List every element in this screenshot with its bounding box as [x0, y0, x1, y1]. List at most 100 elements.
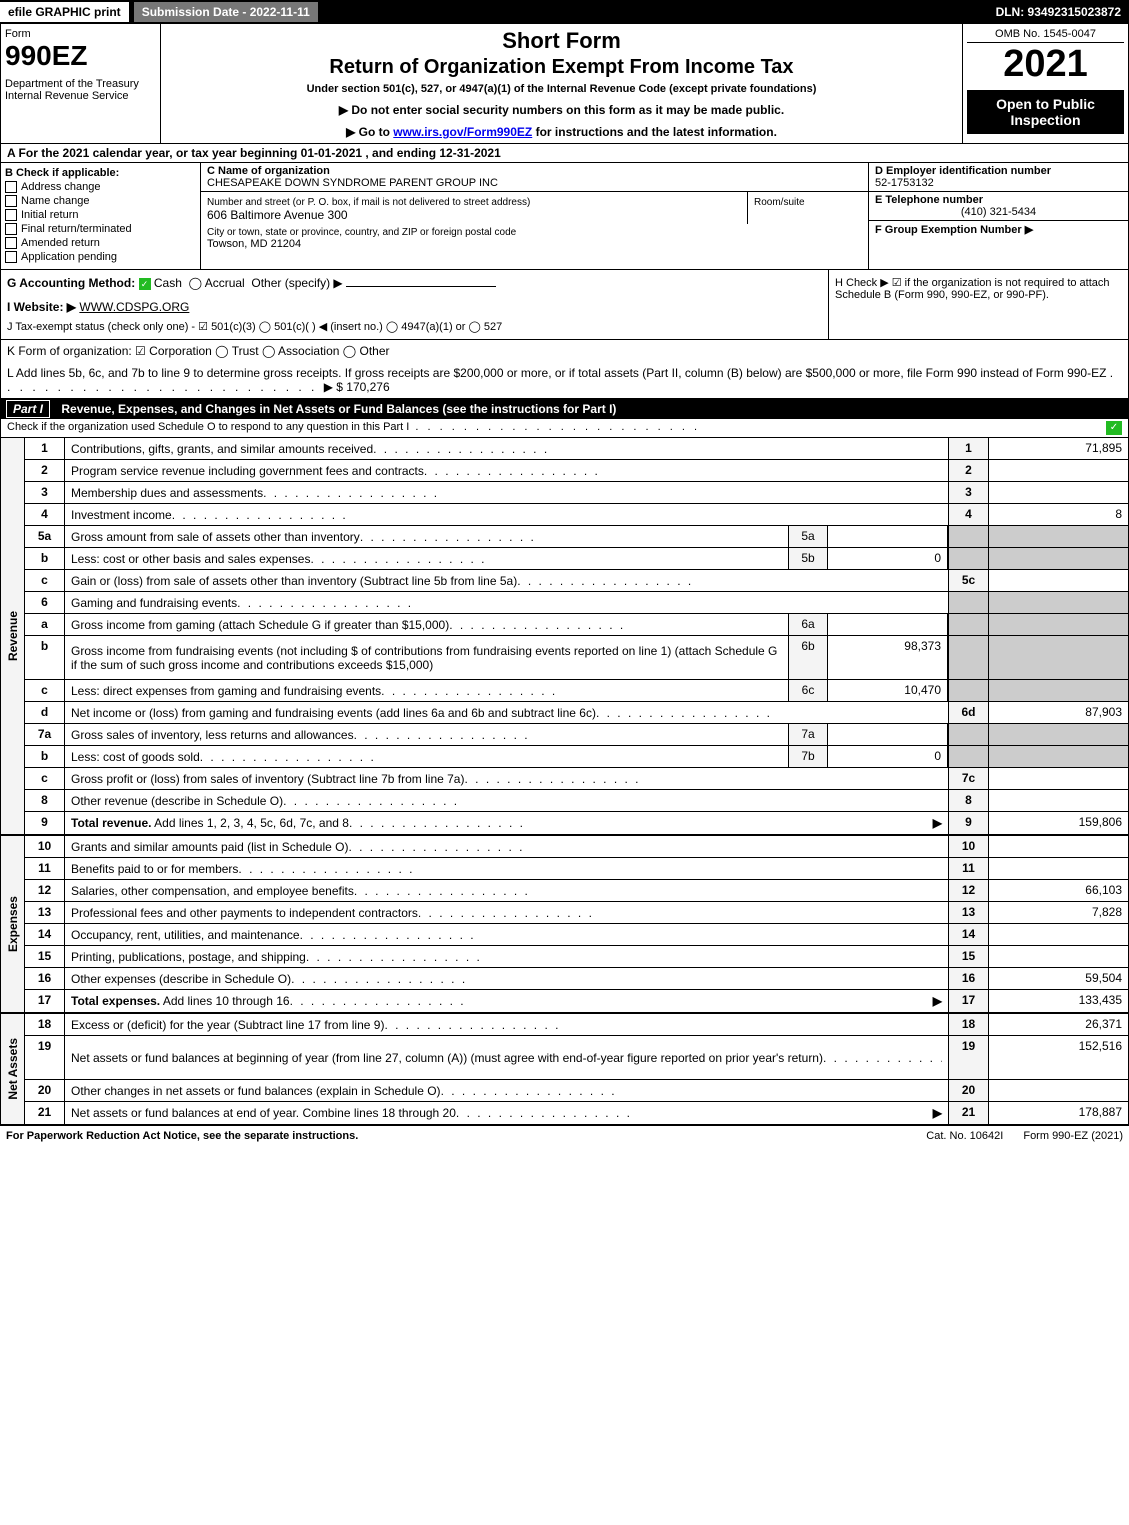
- row-desc: Occupancy, rent, utilities, and maintena…: [65, 924, 948, 945]
- table-row: 12Salaries, other compensation, and empl…: [25, 880, 1128, 902]
- part-1-checkrow: Check if the organization used Schedule …: [0, 419, 1129, 438]
- table-row: 10Grants and similar amounts paid (list …: [25, 836, 1128, 858]
- table-row: 16Other expenses (describe in Schedule O…: [25, 968, 1128, 990]
- row-number: 5a: [25, 526, 65, 547]
- row-desc: Less: cost of goods sold . . . . . . . .…: [65, 746, 788, 767]
- row-desc: Gross amount from sale of assets other t…: [65, 526, 788, 547]
- table-row: 4Investment income . . . . . . . . . . .…: [25, 504, 1128, 526]
- row-desc: Other expenses (describe in Schedule O) …: [65, 968, 948, 989]
- table-row: bGross income from fundraising events (n…: [25, 636, 1128, 680]
- checkbox-final[interactable]: [5, 223, 17, 235]
- checkbox-pending[interactable]: [5, 251, 17, 263]
- right-number: 2: [948, 460, 988, 481]
- table-row: 1Contributions, gifts, grants, and simil…: [25, 438, 1128, 460]
- line-gh: G Accounting Method: ✓ Cash ◯ Accrual Ot…: [0, 270, 1129, 340]
- section-def: D Employer identification number 52-1753…: [868, 163, 1128, 269]
- form-subtitle: Under section 501(c), 527, or 4947(a)(1)…: [165, 83, 958, 95]
- table-row: cGross profit or (loss) from sales of in…: [25, 768, 1128, 790]
- table-row: cGain or (loss) from sale of assets othe…: [25, 570, 1128, 592]
- row-desc: Total revenue. Add lines 1, 2, 3, 4, 5c,…: [65, 812, 948, 834]
- row-desc: Contributions, gifts, grants, and simila…: [65, 438, 948, 459]
- right-number: 12: [948, 880, 988, 901]
- row-number: 16: [25, 968, 65, 989]
- row-number: d: [25, 702, 65, 723]
- right-amount: 133,435: [988, 990, 1128, 1012]
- row-number: 7a: [25, 724, 65, 745]
- right-amount: [988, 858, 1128, 879]
- row-number: 4: [25, 504, 65, 525]
- table-row: 3Membership dues and assessments . . . .…: [25, 482, 1128, 504]
- right-amount: 178,887: [988, 1102, 1128, 1124]
- netassets-side-label: Net Assets: [1, 1014, 25, 1124]
- form-title-1: Short Form: [165, 28, 958, 54]
- instr-1: ▶ Do not enter social security numbers o…: [165, 103, 958, 117]
- part-1-header: Part I Revenue, Expenses, and Changes in…: [0, 399, 1129, 419]
- checkbox-name[interactable]: [5, 195, 17, 207]
- efile-label: efile GRAPHIC print: [0, 2, 129, 22]
- page-footer: For Paperwork Reduction Act Notice, see …: [0, 1125, 1129, 1146]
- mid-number: 5b: [788, 548, 828, 569]
- right-amount: [988, 790, 1128, 811]
- checkbox-amended[interactable]: [5, 237, 17, 249]
- instr-2: ▶ Go to www.irs.gov/Form990EZ for instru…: [165, 125, 958, 139]
- row-desc: Total expenses. Add lines 10 through 16 …: [65, 990, 948, 1012]
- row-number: 1: [25, 438, 65, 459]
- row-number: c: [25, 768, 65, 789]
- mid-number: 6a: [788, 614, 828, 635]
- mid-amount: [828, 526, 948, 547]
- mid-amount: [828, 614, 948, 635]
- org-name: CHESAPEAKE DOWN SYNDROME PARENT GROUP IN…: [207, 177, 498, 189]
- table-row: 5aGross amount from sale of assets other…: [25, 526, 1128, 548]
- row-desc: Investment income . . . . . . . . . . . …: [65, 504, 948, 525]
- row-number: a: [25, 614, 65, 635]
- row-desc: Less: direct expenses from gaming and fu…: [65, 680, 788, 701]
- right-amount: 159,806: [988, 812, 1128, 834]
- row-number: 11: [25, 858, 65, 879]
- omb-number: OMB No. 1545-0047: [967, 28, 1124, 43]
- line-l-amount: ▶ $ 170,276: [324, 380, 390, 394]
- row-number: 20: [25, 1080, 65, 1101]
- arrow-icon: ▶: [933, 994, 942, 1008]
- row-desc: Program service revenue including govern…: [65, 460, 948, 481]
- row-number: 19: [25, 1036, 65, 1079]
- right-number: 17: [948, 990, 988, 1012]
- telephone: (410) 321-5434: [875, 206, 1122, 218]
- cat-no: Cat. No. 10642I: [906, 1130, 1023, 1142]
- row-number: 12: [25, 880, 65, 901]
- part-1-table: Revenue 1Contributions, gifts, grants, a…: [0, 438, 1129, 1125]
- right-amount: 87,903: [988, 702, 1128, 723]
- table-row: 17Total expenses. Add lines 10 through 1…: [25, 990, 1128, 1012]
- right-number: 1: [948, 438, 988, 459]
- table-row: bLess: cost or other basis and sales exp…: [25, 548, 1128, 570]
- row-number: 21: [25, 1102, 65, 1124]
- row-number: 6: [25, 592, 65, 613]
- right-amount: 26,371: [988, 1014, 1128, 1035]
- table-row: dNet income or (loss) from gaming and fu…: [25, 702, 1128, 724]
- right-amount: [988, 924, 1128, 945]
- row-desc: Gross income from fundraising events (no…: [65, 636, 788, 679]
- mid-number: 5a: [788, 526, 828, 547]
- form-label: Form: [5, 28, 156, 40]
- right-amount: [988, 460, 1128, 481]
- right-amount: [988, 946, 1128, 967]
- mid-amount: 10,470: [828, 680, 948, 701]
- right-amount: [988, 768, 1128, 789]
- table-row: 9Total revenue. Add lines 1, 2, 3, 4, 5c…: [25, 812, 1128, 834]
- table-row: 20Other changes in net assets or fund ba…: [25, 1080, 1128, 1102]
- line-j: J Tax-exempt status (check only one) - ☑…: [7, 320, 822, 333]
- form-number: 990EZ: [5, 40, 156, 72]
- mid-number: 7b: [788, 746, 828, 767]
- table-row: 21Net assets or fund balances at end of …: [25, 1102, 1128, 1124]
- row-desc: Gain or (loss) from sale of assets other…: [65, 570, 948, 591]
- irs-link[interactable]: www.irs.gov/Form990EZ: [393, 125, 532, 139]
- row-number: 8: [25, 790, 65, 811]
- right-number: 5c: [948, 570, 988, 591]
- line-a: A For the 2021 calendar year, or tax yea…: [0, 144, 1129, 163]
- checkbox-address[interactable]: [5, 181, 17, 193]
- row-number: 17: [25, 990, 65, 1012]
- row-number: b: [25, 548, 65, 569]
- table-row: cLess: direct expenses from gaming and f…: [25, 680, 1128, 702]
- checkbox-initial[interactable]: [5, 209, 17, 221]
- mid-number: 7a: [788, 724, 828, 745]
- table-row: 15Printing, publications, postage, and s…: [25, 946, 1128, 968]
